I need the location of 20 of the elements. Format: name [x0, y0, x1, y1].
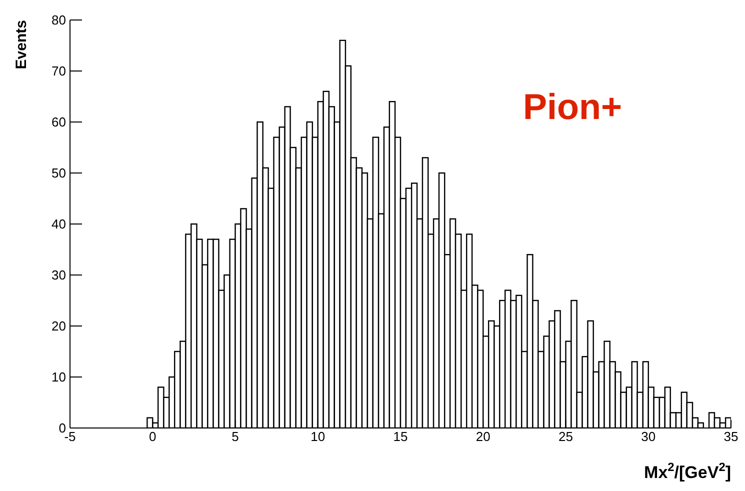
x-tick-label: -5 [64, 429, 76, 444]
y-tick-label: 60 [52, 114, 66, 130]
x-tick-label: 30 [641, 429, 656, 444]
y-tick-label: 10 [52, 370, 66, 385]
x-axis-title: Mx$^{2}$/[GeV$^{2}$] [644, 460, 731, 482]
x-tick-label: 20 [476, 429, 490, 444]
y-tick-label: 80 [52, 12, 66, 28]
x-tick-label: 25 [558, 429, 573, 444]
y-tick-label: 30 [52, 268, 66, 283]
y-tick-label: 50 [52, 166, 66, 181]
x-tick-label: 5 [232, 429, 239, 444]
annotation: Pion+ [523, 86, 622, 128]
x-tick-label: 0 [149, 429, 156, 444]
y-tick-label: 20 [52, 318, 66, 334]
x-tick-label: 35 [724, 429, 738, 444]
y-tick-label: 40 [52, 216, 66, 232]
y-axis-title: Events [13, 20, 30, 70]
y-tick-label: 70 [52, 64, 66, 79]
x-tick-label: 15 [393, 429, 408, 444]
x-tick-label: 10 [310, 429, 326, 444]
